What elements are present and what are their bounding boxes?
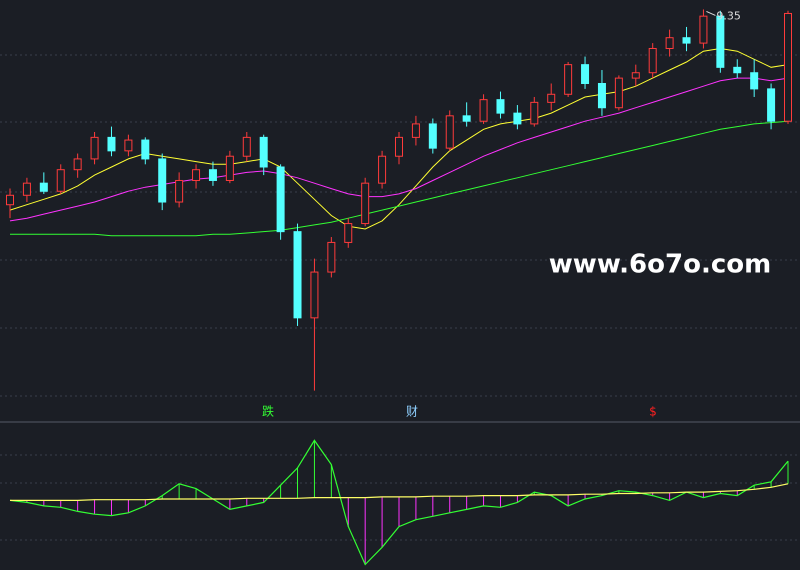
candle-body [141,139,150,160]
candle-body [767,88,776,122]
candle-body [547,93,556,103]
candle-body [327,241,336,273]
watermark: www.6o7o.com [549,250,771,280]
moving-average [10,120,789,237]
annotation: $ [649,405,657,419]
candle-body [631,72,640,79]
candle-body [90,136,99,160]
candle-body [665,37,674,49]
candle-body [530,101,539,125]
candle-body [208,169,217,181]
candle-body [479,99,488,122]
candle-body [225,155,234,181]
candle-body [378,155,387,184]
candle-body [513,112,522,125]
candle-body [699,15,708,44]
candle-body [361,182,370,225]
moving-average [9,47,789,230]
candle-body [6,194,14,206]
candle-body [445,115,454,149]
candle-body [733,66,742,74]
candle-body [158,158,167,203]
candle-body [597,83,606,109]
candle-body [39,182,48,192]
candle-body [175,179,184,203]
candle-body [310,271,319,319]
candle-body [276,166,285,233]
annotation: 跌 [262,404,274,419]
candle-body [242,136,251,157]
candle-body [107,136,116,152]
candle-body [614,77,623,109]
candle-body [682,37,691,44]
candle-body [716,15,725,68]
candle-body [395,136,403,157]
moving-average [9,77,789,222]
grid [0,54,800,541]
candle-body [192,169,201,181]
candle-body [124,139,133,152]
candle-body [344,223,353,243]
annotation: 财 [406,405,418,419]
candle-body [564,64,573,95]
candle-body [462,115,471,122]
candle-body [56,169,65,192]
indicator-line [9,439,789,566]
candle-body [73,158,82,171]
candle-body [750,72,759,90]
candle-body [428,123,437,149]
candle-body [293,231,302,319]
candle-body [581,64,590,85]
candle-body [22,182,31,196]
high-label: 9.35 [716,9,741,22]
candle-body [496,99,505,114]
indicator-line [10,483,789,501]
candle-body [259,136,268,168]
candle-body [648,47,657,74]
candle-body [411,123,420,138]
high-pointer [706,10,716,16]
candle-body [784,12,792,122]
